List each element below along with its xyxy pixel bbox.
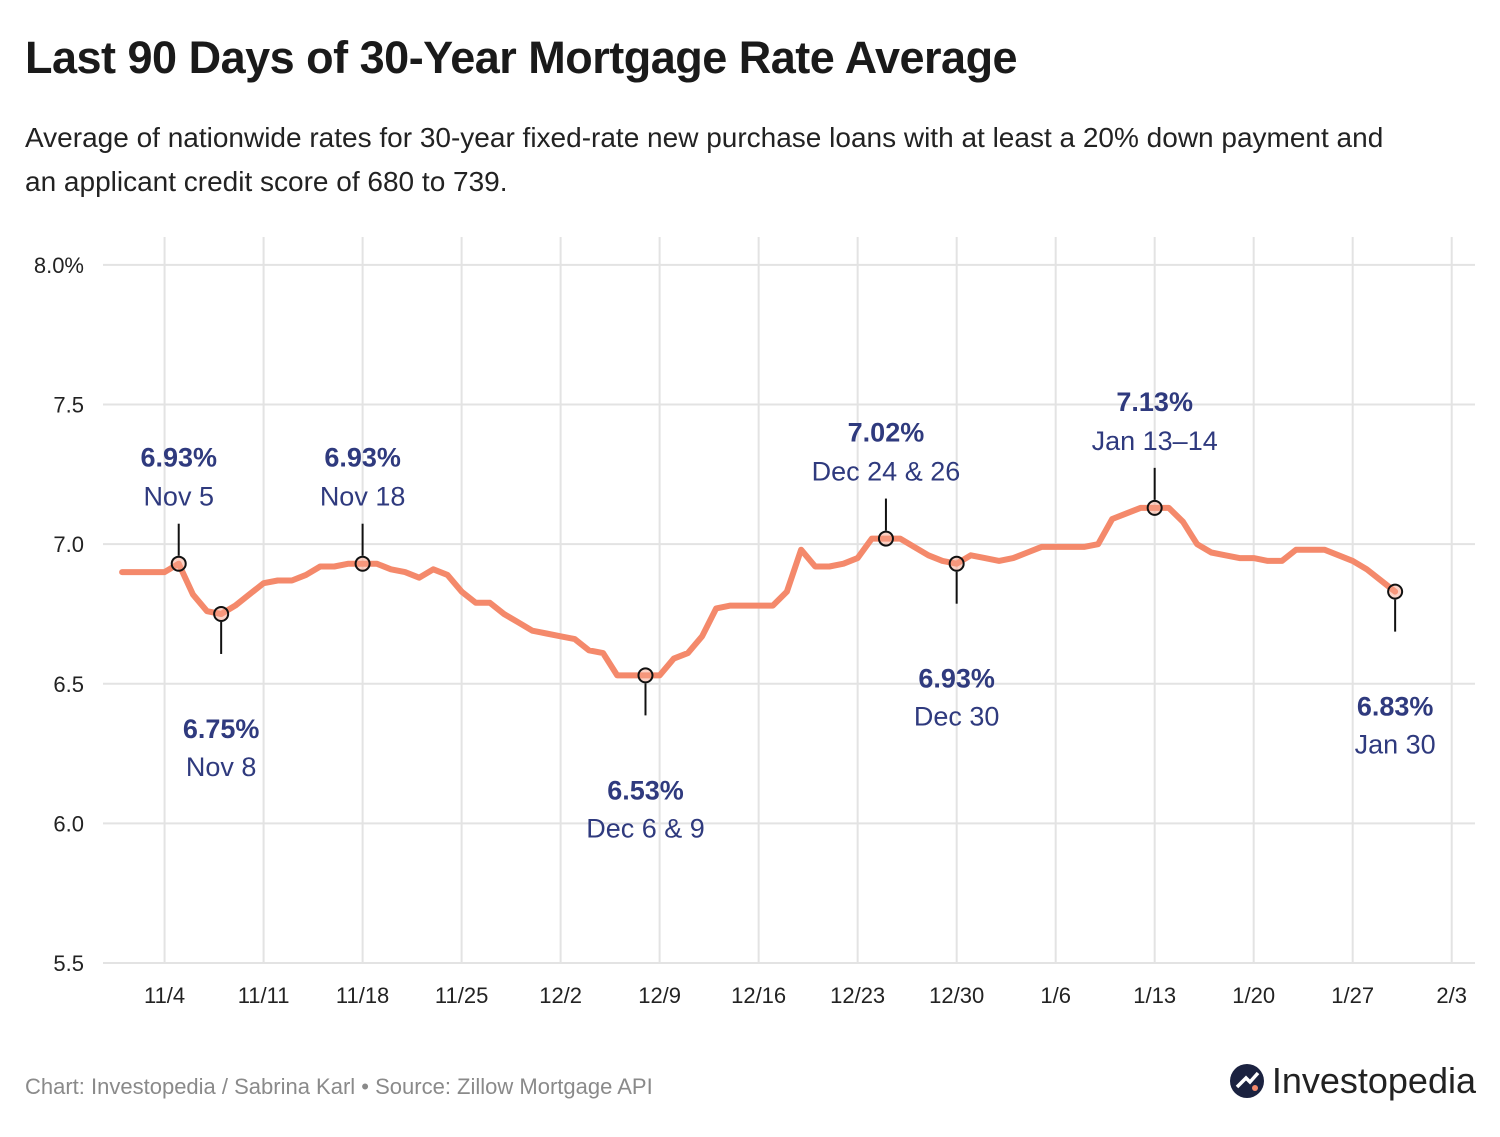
- y-tick-label: 5.5: [53, 951, 84, 976]
- y-tick-label: 8.0%: [34, 253, 84, 278]
- annotation-label: Jan 13–14: [1092, 426, 1218, 456]
- x-tick-label: 12/2: [539, 983, 582, 1008]
- annotation-point: [877, 530, 894, 547]
- x-tick-label: 12/16: [731, 983, 786, 1008]
- x-tick-label: 1/27: [1331, 983, 1374, 1008]
- y-tick-label: 6.0: [53, 811, 84, 836]
- x-tick-label: 12/9: [638, 983, 681, 1008]
- rate-line: [119, 504, 1399, 679]
- y-tick-label: 7.0: [53, 532, 84, 557]
- brand-logo: Investopedia: [1228, 1060, 1476, 1102]
- annotation-label: Nov 5: [143, 482, 214, 512]
- annotation-point: [354, 555, 371, 572]
- x-tick-label: 11/4: [144, 983, 185, 1008]
- annotation-label: Dec 6 & 9: [586, 813, 705, 843]
- chart-subtitle: Average of nationwide rates for 30-year …: [25, 122, 1384, 197]
- annotation-label: Dec 24 & 26: [812, 457, 961, 487]
- annotation-label: Nov 8: [186, 752, 257, 782]
- annotation-value: 6.83%: [1357, 692, 1434, 722]
- annotation-label: Jan 30: [1355, 730, 1436, 760]
- annotation-value: 6.53%: [607, 775, 684, 805]
- x-tick-label: 1/6: [1040, 983, 1071, 1008]
- x-tick-label: 12/30: [929, 983, 984, 1008]
- annotation-value: 6.93%: [324, 443, 401, 473]
- x-tick-label: 1/20: [1232, 983, 1275, 1008]
- x-tick-label: 12/23: [830, 983, 885, 1008]
- x-tick-label: 11/25: [435, 983, 488, 1008]
- x-tick-label: 2/3: [1436, 983, 1467, 1008]
- annotation-point: [948, 555, 965, 572]
- annotation-point: [213, 605, 230, 622]
- annotation-point: [1146, 499, 1163, 516]
- annotation-point: [1387, 583, 1404, 600]
- y-tick-label: 6.5: [53, 672, 84, 697]
- annotation-label: Dec 30: [914, 702, 1000, 732]
- annotation-value: 7.13%: [1116, 387, 1193, 417]
- annotation-point: [637, 667, 654, 684]
- x-tick-label: 11/18: [336, 983, 389, 1008]
- x-tick-label: 11/11: [238, 983, 290, 1008]
- chart-title: Last 90 Days of 30-Year Mortgage Rate Av…: [25, 32, 1018, 83]
- x-tick-label: 1/13: [1133, 983, 1176, 1008]
- y-tick-label: 7.5: [53, 393, 84, 418]
- brand-name: Investopedia: [1271, 1060, 1476, 1101]
- annotation-point: [170, 555, 187, 572]
- annotation-value: 6.93%: [140, 443, 217, 473]
- annotation-value: 7.02%: [848, 418, 925, 448]
- annotation-value: 6.93%: [918, 664, 995, 694]
- brand-icon: [1229, 1064, 1264, 1098]
- source-note: Chart: Investopedia / Sabrina Karl • Sou…: [25, 1074, 653, 1099]
- annotation-label: Nov 18: [320, 482, 406, 512]
- annotation-value: 6.75%: [183, 714, 260, 744]
